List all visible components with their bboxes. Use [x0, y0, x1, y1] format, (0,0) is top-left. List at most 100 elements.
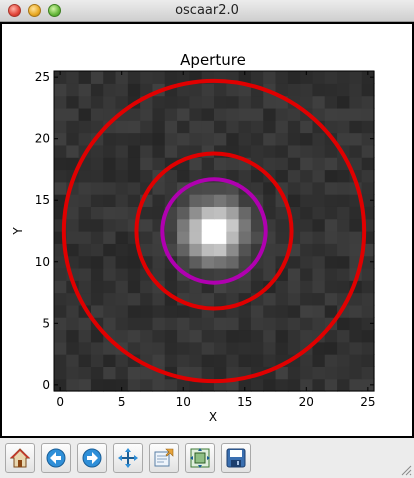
close-window-button[interactable]	[8, 4, 21, 17]
heatmap-pixel	[275, 71, 289, 84]
heatmap-pixel	[324, 71, 338, 84]
heatmap-pixel	[140, 317, 154, 331]
heatmap-pixel	[312, 255, 326, 269]
heatmap-pixel	[337, 206, 350, 220]
aperture-plot[interactable]: Aperture 0 5 10 15 20 25 0 5 10 15 20 25 X Y	[2, 24, 412, 436]
heatmap-pixel	[275, 292, 289, 306]
heatmap-pixel	[250, 218, 264, 232]
heatmap-pixel	[226, 292, 240, 306]
heatmap-pixel	[78, 83, 92, 97]
heatmap-pixel	[127, 169, 141, 183]
heatmap-pixel	[226, 255, 240, 269]
pan-button[interactable]	[113, 443, 143, 473]
heatmap-pixel	[152, 181, 166, 195]
forward-button[interactable]	[77, 443, 107, 473]
heatmap-pixel	[78, 218, 92, 232]
heatmap-pixel	[152, 95, 166, 109]
zoom-window-button[interactable]	[48, 4, 61, 17]
heatmap-pixel	[300, 218, 314, 232]
heatmap-pixel	[152, 304, 166, 318]
heatmap-pixel	[115, 267, 129, 281]
heatmap-pixel	[226, 107, 240, 121]
heatmap-pixel	[226, 120, 240, 134]
heatmap-pixel	[201, 292, 215, 306]
heatmap-pixel	[349, 71, 363, 84]
heatmap-pixel	[312, 107, 326, 121]
heatmap-pixel	[177, 243, 190, 257]
heatmap-pixel	[312, 132, 326, 146]
heatmap-pixel	[54, 341, 67, 355]
heatmap-pixel	[177, 132, 190, 146]
heatmap-pixel	[238, 194, 252, 207]
heatmap-pixel	[349, 243, 363, 257]
minimize-window-button[interactable]	[28, 4, 41, 17]
heatmap-pixel	[127, 194, 141, 207]
heatmap-pixel	[177, 144, 190, 158]
heatmap-pixel	[214, 317, 227, 331]
home-button[interactable]	[5, 443, 35, 473]
heatmap-pixel	[312, 157, 326, 171]
heatmap-pixel	[214, 292, 227, 306]
heatmap-pixel	[361, 378, 375, 392]
heatmap-pixel	[287, 280, 301, 294]
heatmap-pixel	[324, 255, 338, 269]
heatmap-pixel	[164, 95, 178, 109]
heatmap-pixel	[214, 120, 227, 134]
figure-canvas[interactable]: Aperture 0 5 10 15 20 25 0 5 10 15 20 25 X Y	[0, 22, 414, 438]
heatmap-pixel	[312, 218, 326, 232]
heatmap-pixel	[189, 206, 203, 220]
heatmap-pixel	[287, 169, 301, 183]
heatmap-pixel	[361, 107, 375, 121]
heatmap-pixel	[214, 218, 227, 232]
heatmap-pixel	[152, 329, 166, 343]
heatmap-pixel	[127, 317, 141, 331]
heatmap-pixel	[115, 194, 129, 207]
heatmap-pixel	[312, 341, 326, 355]
back-button[interactable]	[41, 443, 71, 473]
heatmap-pixel	[54, 317, 67, 331]
heatmap-pixel	[164, 280, 178, 294]
heatmap-pixel	[90, 354, 104, 367]
heatmap-pixel	[115, 157, 129, 171]
heatmap-pixel	[127, 83, 141, 97]
aperture-circle-1	[160, 177, 268, 285]
heatmap-pixel	[275, 341, 289, 355]
heatmap-pixel	[152, 317, 166, 331]
heatmap-pixel	[287, 329, 301, 343]
heatmap-pixel	[361, 144, 375, 158]
heatmap-pixel	[275, 107, 289, 121]
heatmap-pixel	[115, 132, 129, 146]
heatmap-pixel	[127, 366, 141, 380]
heatmap-pixel	[275, 132, 289, 146]
configure-subplots-button[interactable]	[185, 443, 215, 473]
heatmap-pixel	[361, 354, 375, 367]
heatmap-pixel	[337, 366, 350, 380]
resize-grip-icon[interactable]	[400, 464, 412, 476]
heatmap-pixel	[189, 255, 203, 269]
heatmap-pixel	[324, 354, 338, 367]
heatmap-pixel	[263, 378, 277, 392]
save-button[interactable]	[221, 443, 251, 473]
heatmap-pixel	[127, 181, 141, 195]
heatmap-pixel	[140, 243, 154, 257]
heatmap-pixel	[140, 120, 154, 134]
zoom-button[interactable]	[149, 443, 179, 473]
heatmap-pixel	[287, 144, 301, 158]
heatmap-pixel	[361, 292, 375, 306]
heatmap-pixel	[250, 132, 264, 146]
heatmap-pixel	[287, 83, 301, 97]
heatmap-pixel	[250, 378, 264, 392]
heatmap-pixel	[103, 317, 117, 331]
heatmap-pixel	[275, 83, 289, 97]
heatmap-pixel	[152, 354, 166, 367]
heatmap-pixel	[78, 366, 92, 380]
heatmap-pixel	[103, 95, 117, 109]
heatmap-pixel	[164, 120, 178, 134]
heatmap-pixel	[300, 304, 314, 318]
heatmap-pixel	[226, 341, 240, 355]
heatmap-pixel	[300, 83, 314, 97]
heatmap-pixel	[164, 341, 178, 355]
heatmap-pixel	[287, 292, 301, 306]
heatmap-pixel	[300, 329, 314, 343]
heatmap-pixel	[214, 231, 227, 244]
